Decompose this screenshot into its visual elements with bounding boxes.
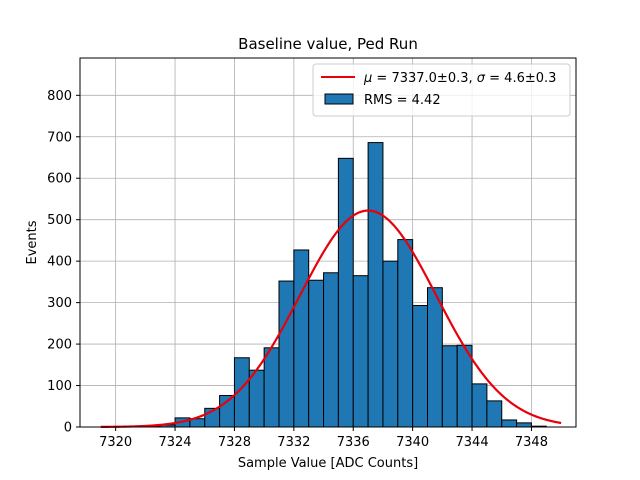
histogram-bar [263,347,280,428]
y-tick-label: 400 [47,255,72,270]
x-tick-label: 7328 [218,435,251,450]
histogram-bar [382,260,399,428]
x-tick-label: 7348 [515,435,548,450]
mu-symbol: μ [363,71,372,86]
y-tick-label: 600 [47,172,72,187]
histogram-bar [293,249,310,428]
sigma-value: = 4.6±0.3 [485,71,556,86]
axis-ticks: 7320 7324 7328 7332 7336 7340 7344 7348 0 100 200 3… [47,89,548,450]
histogram-bar [412,305,428,428]
histogram-bar [308,279,325,428]
legend-histogram-swatch [324,93,354,105]
histogram-bar [471,383,488,428]
histogram-bar [337,157,354,428]
gaussian-fit-line [100,209,562,428]
x-tick-label: 7336 [337,435,370,450]
x-axis-label: Sample Value [ADC Counts] [238,456,418,471]
axes-frame [79,57,577,428]
legend-histogram-label: RMS = 4.42 [364,93,441,108]
y-tick-label: 700 [47,130,72,145]
histogram-bar [248,369,265,428]
histogram-bar [441,345,458,428]
y-tick-label: 300 [47,296,72,311]
chart-title: Baseline value, Ped Run [238,35,418,53]
histogram-bar [516,422,532,428]
legend-box [312,63,571,117]
legend: μ = 7337.0±0.3, σ = 4.6±0.3 RMS = 4.42 [312,63,571,117]
x-tick-label: 7324 [158,435,191,450]
legend-fit-label: μ = 7337.0±0.3, σ = 4.6±0.3 [363,71,556,86]
sigma-symbol: σ [477,71,486,86]
y-tick-label: 500 [47,213,72,228]
histogram-bar [278,280,295,428]
x-tick-label: 7320 [99,435,132,450]
histogram-bar [486,400,503,428]
y-tick-label: 800 [47,89,72,104]
y-tick-label: 0 [64,421,72,436]
y-tick-label: 100 [47,379,72,394]
histogram-bar [501,419,518,428]
mu-value: = 7337.0±0.3, [372,71,476,86]
histogram-bar [397,239,414,428]
histogram-bar [323,272,339,428]
histogram-bar [367,142,384,428]
histogram-bar [426,287,443,428]
x-tick-label: 7344 [456,435,489,450]
histogram-bar [352,275,369,428]
fit-curve-group [100,209,562,428]
y-tick-label: 200 [47,338,72,353]
y-axis-label: Events [25,220,40,264]
x-tick-label: 7332 [277,435,310,450]
histogram-bars [115,142,547,428]
x-tick-label: 7340 [396,435,429,450]
